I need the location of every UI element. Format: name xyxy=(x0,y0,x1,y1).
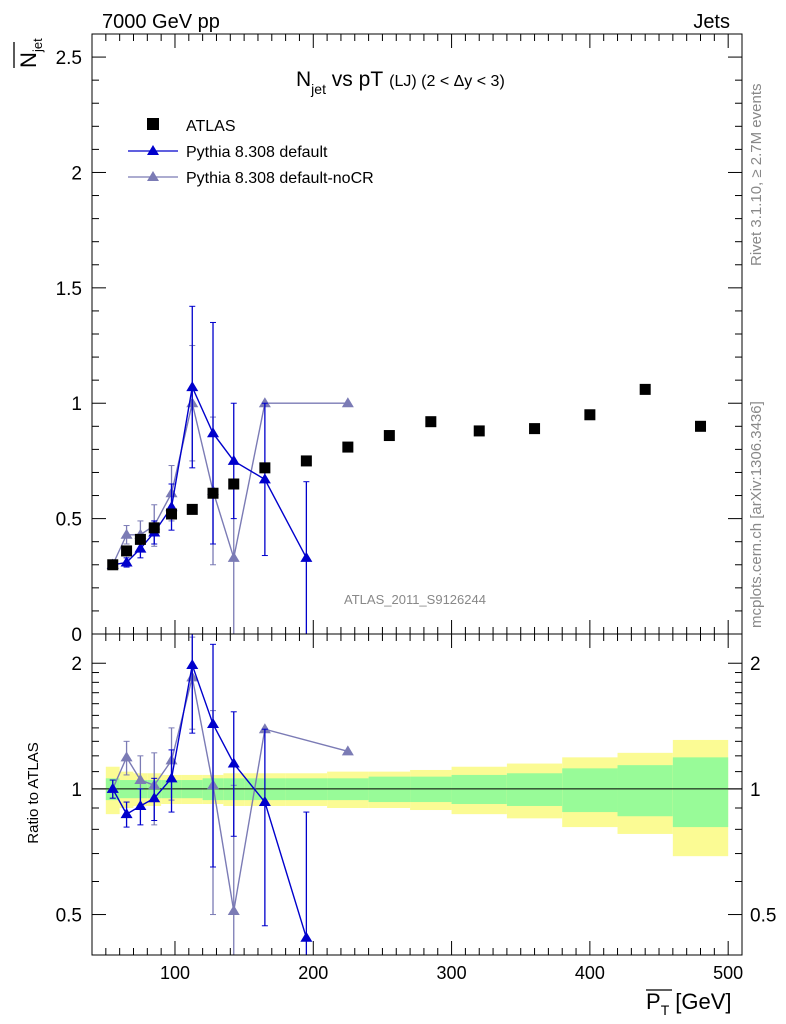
series-1-point-5 xyxy=(186,381,199,392)
atlas-point-17 xyxy=(695,420,707,432)
title-vs: vs pT xyxy=(326,68,383,91)
y-axis-label-main: N xyxy=(16,52,41,68)
title-main: N xyxy=(296,68,311,91)
atlas-point-10 xyxy=(342,441,354,453)
ratio-tick-label-left-0: 0.5 xyxy=(56,906,82,927)
series-2-point-7 xyxy=(227,551,240,562)
x-axis-label: PT [GeV] xyxy=(646,989,732,1018)
series-1-point-8 xyxy=(258,473,271,484)
y-tick-label-0: 0 xyxy=(71,625,82,646)
ratio-1-point-2 xyxy=(134,774,147,785)
legend-label-pythia-nocr: Pythia 8.308 default-noCR xyxy=(186,170,374,187)
mcplots-reference-text: mcplots.cern.ch [arXiv:1306.3436] xyxy=(748,401,765,628)
ratio-line-0 xyxy=(112,662,308,938)
atlas-point-11 xyxy=(383,430,395,442)
x-axis-label-sub: T xyxy=(661,1002,670,1018)
series-1-point-9 xyxy=(300,551,313,562)
x-tick-label-200: 200 xyxy=(298,963,328,983)
atlas-point-0 xyxy=(107,559,119,571)
ratio-0-point-0 xyxy=(106,782,119,793)
band-inner-15 xyxy=(562,768,618,813)
atlas-point-3 xyxy=(148,522,160,534)
y-axis-label-sub: jet xyxy=(30,38,45,53)
series-1-point-1 xyxy=(120,556,133,567)
x-tick-label-500: 500 xyxy=(713,963,743,983)
atlas-point-8 xyxy=(259,462,271,474)
title-detail: (LJ) (2 < Δy < 3) xyxy=(389,73,505,90)
ratio-axis-label: Ratio to ATLAS xyxy=(25,742,42,843)
x-axis-label-unit: [GeV] xyxy=(675,989,731,1014)
y-tick-label-2: 1 xyxy=(71,394,82,415)
ratio-0-point-8 xyxy=(258,796,271,807)
series-line-1 xyxy=(112,384,307,566)
atlas-point-5 xyxy=(186,503,198,515)
atlas-point-14 xyxy=(529,423,541,435)
atlas-point-16 xyxy=(639,383,651,395)
y-tick-label-1: 0.5 xyxy=(56,510,82,531)
x-tick-label-400: 400 xyxy=(575,963,605,983)
x-axis-label-main: P xyxy=(646,989,661,1014)
ratio-uncertainty-bands xyxy=(105,739,729,857)
atlas-point-12 xyxy=(425,416,437,428)
x-tick-label-300: 300 xyxy=(437,963,467,983)
atlas-point-7 xyxy=(228,478,240,490)
ratio-tick-label-right-1: 1 xyxy=(750,780,761,801)
ratio-plot-frame xyxy=(91,633,743,956)
legend-label-pythia-default: Pythia 8.308 default xyxy=(186,144,328,161)
chart-title: Njet vs pT (LJ) (2 < Δy < 3) xyxy=(296,68,505,97)
ratio-1-point-9 xyxy=(341,745,354,756)
header-process: Jets xyxy=(693,11,730,33)
ratio-1-point-7 xyxy=(227,904,240,915)
atlas-point-1 xyxy=(121,545,133,557)
y-tick-label-5: 2.5 xyxy=(56,48,82,69)
atlas-point-6 xyxy=(207,487,219,499)
atlas-point-15 xyxy=(584,409,596,421)
axis-ticks: 100 200 300 400 500 0 0.5 1 1.5 2 2.5 0.5 0.5 1 1 2 2 xyxy=(56,33,776,983)
x-tick-label-100: 100 xyxy=(160,963,190,983)
series-1-point-7 xyxy=(227,454,240,465)
series-2-point-1 xyxy=(120,528,133,539)
atlas-point-2 xyxy=(134,533,146,545)
ratio-0-point-6 xyxy=(207,718,220,729)
series-1-point-2 xyxy=(134,542,147,553)
ratio-0-point-5 xyxy=(186,659,199,670)
ratio-0-point-9 xyxy=(300,931,313,942)
series-2-point-9 xyxy=(341,397,354,408)
ratio-0-point-4 xyxy=(165,772,178,783)
ratio-0-point-3 xyxy=(148,792,161,803)
ratio-tick-label-left-2: 2 xyxy=(71,654,82,675)
legend-marker-pythia-default xyxy=(147,145,159,155)
ratio-tick-label-right-0: 0.5 xyxy=(750,906,776,927)
y-tick-label-4: 2 xyxy=(71,163,82,184)
legend: ATLAS Pythia 8.308 default Pythia 8.308 … xyxy=(128,118,374,187)
data-series xyxy=(106,305,707,955)
ratio-0-point-2 xyxy=(134,799,147,810)
band-inner-14 xyxy=(506,773,563,806)
ratio-1-point-1 xyxy=(120,751,133,762)
ratio-0-point-7 xyxy=(227,757,240,768)
y-axis-label: N jet xyxy=(16,38,45,68)
ratio-0-point-1 xyxy=(120,808,133,819)
ratio-tick-label-left-1: 1 xyxy=(71,780,82,801)
legend-marker-pythia-nocr xyxy=(147,171,159,181)
atlas-point-9 xyxy=(300,455,312,467)
ratio-1-point-8 xyxy=(258,723,271,734)
series-2-point-8 xyxy=(258,397,271,408)
band-inner-13 xyxy=(451,774,507,805)
legend-label-atlas: ATLAS xyxy=(186,118,236,135)
analysis-watermark: ATLAS_2011_S9126244 xyxy=(344,592,486,607)
rivet-version-text: Rivet 3.1.10, ≥ 2.7M events xyxy=(748,84,765,267)
title-sub: jet xyxy=(310,81,326,97)
ratio-tick-label-right-2: 2 xyxy=(750,654,761,675)
band-inner-17 xyxy=(672,757,729,828)
series-1-point-6 xyxy=(207,427,220,438)
legend-marker-atlas xyxy=(147,118,159,130)
atlas-point-13 xyxy=(473,425,485,437)
y-tick-label-3: 1.5 xyxy=(56,279,82,300)
band-inner-16 xyxy=(617,765,673,817)
atlas-point-4 xyxy=(166,508,178,520)
header-energy: 7000 GeV pp xyxy=(102,11,220,33)
